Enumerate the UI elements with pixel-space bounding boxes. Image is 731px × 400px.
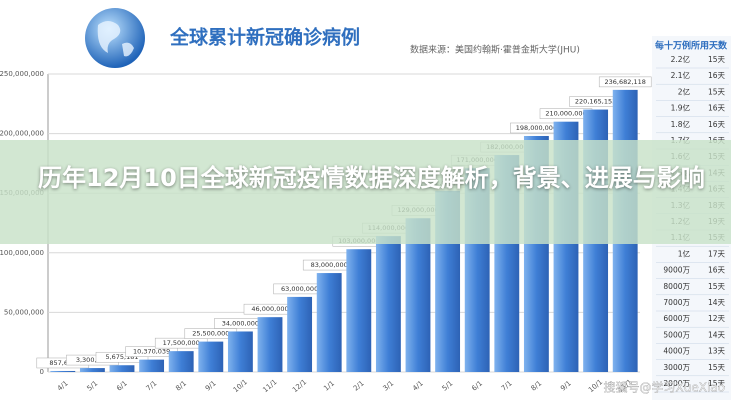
side-panel-days: 16天 bbox=[708, 266, 726, 275]
x-tick-label: 8/1 bbox=[530, 379, 544, 392]
side-panel-level: 9000万 bbox=[663, 266, 690, 275]
watermark: 搜狐号@学习XueXiao bbox=[604, 380, 725, 395]
x-tick-label: 3/1 bbox=[382, 379, 396, 392]
x-tick-label: 8/1 bbox=[174, 379, 188, 392]
side-panel-level: 2.2亿 bbox=[671, 54, 691, 64]
side-panel-level: 8000万 bbox=[663, 282, 690, 291]
bar bbox=[168, 351, 194, 372]
bar bbox=[50, 370, 76, 372]
side-panel-days: 15天 bbox=[708, 87, 726, 96]
value-label: 46,000,000 bbox=[251, 305, 288, 313]
x-tick-label: 4/1 bbox=[56, 379, 70, 392]
globe-land bbox=[97, 21, 134, 57]
side-panel-level: 2亿 bbox=[678, 86, 691, 96]
value-label-box bbox=[95, 351, 149, 363]
value-label: 198,000,000 bbox=[516, 124, 557, 132]
side-panel-days: 14天 bbox=[708, 330, 726, 339]
x-tick-label: 12/1 bbox=[291, 378, 308, 394]
y-tick-label: 100,000,000 bbox=[0, 249, 44, 257]
y-tick-label: 200,000,000 bbox=[0, 130, 44, 138]
side-panel-level: 2000万 bbox=[663, 379, 690, 388]
value-label-box bbox=[598, 76, 652, 88]
side-panel-level: 1.8亿 bbox=[671, 119, 691, 129]
value-label: 3,300,000 bbox=[76, 356, 109, 364]
bar bbox=[257, 317, 283, 372]
side-panel-title: 每十万例所用天数 bbox=[655, 40, 728, 52]
bar bbox=[287, 296, 313, 372]
side-panel-level: 1亿 bbox=[678, 248, 691, 258]
x-tick-label: 1/1 bbox=[322, 379, 336, 392]
bar bbox=[109, 365, 135, 372]
x-tick-label: 9/1 bbox=[559, 379, 573, 392]
x-tick-label: 7/1 bbox=[145, 379, 159, 392]
banner bbox=[0, 140, 731, 244]
side-panel-days: 15天 bbox=[708, 282, 726, 291]
value-label: 10,370,039 bbox=[133, 348, 170, 356]
side-panel-level: 5000万 bbox=[663, 330, 690, 339]
x-tick-label: 10/1 bbox=[587, 378, 604, 394]
side-panel-level: 4000万 bbox=[663, 347, 690, 356]
side-panel-days: 16天 bbox=[708, 104, 726, 113]
bar bbox=[227, 331, 253, 372]
side-panel-level: 3000万 bbox=[663, 363, 690, 372]
value-label: 5,675,181 bbox=[105, 353, 138, 361]
x-tick-label: 6/1 bbox=[470, 379, 484, 392]
side-panel-days: 12天 bbox=[708, 314, 726, 323]
value-label: 857,618 bbox=[49, 359, 76, 367]
side-panel-days: 15天 bbox=[708, 363, 726, 372]
bar bbox=[375, 236, 401, 372]
side-panel-level: 2.1亿 bbox=[671, 70, 691, 80]
bar bbox=[79, 368, 105, 372]
side-panel-days: 15天 bbox=[708, 379, 726, 388]
side-panel-days: 14天 bbox=[708, 298, 726, 307]
value-label: 17,500,000 bbox=[163, 339, 200, 347]
bar bbox=[139, 359, 165, 372]
y-tick-label: 250,000,000 bbox=[0, 70, 44, 78]
value-label: 34,000,000 bbox=[222, 319, 259, 327]
bar bbox=[316, 273, 342, 372]
side-panel-level: 6000万 bbox=[663, 314, 690, 323]
x-tick-label: 2/1 bbox=[352, 379, 366, 392]
chart-title: 全球累计新冠确诊病例 bbox=[169, 26, 360, 49]
side-panel-days: 13天 bbox=[708, 347, 726, 356]
x-tick-label: 7/1 bbox=[500, 379, 514, 392]
value-label: 210,000,000 bbox=[545, 110, 586, 118]
x-tick-label: 6/1 bbox=[115, 379, 129, 392]
x-tick-label: 4/1 bbox=[411, 379, 425, 392]
headline: 历年12月10日全球新冠疫情数据深度解析，背景、进展与影响 bbox=[38, 164, 705, 192]
y-tick-label: 0 bbox=[40, 368, 44, 376]
value-label: 236,682,118 bbox=[605, 78, 646, 86]
value-label: 220,165,153 bbox=[575, 98, 616, 106]
chart-subtitle: 数据来源：美国约翰斯·霍普金斯大学(JHU) bbox=[410, 44, 580, 56]
x-tick-label: 9/1 bbox=[204, 379, 218, 392]
x-tick-label: 11/1 bbox=[261, 378, 278, 394]
x-tick-label: 10/1 bbox=[232, 378, 249, 394]
value-label: 63,000,000 bbox=[281, 285, 318, 293]
x-tick-label: 5/1 bbox=[441, 379, 455, 392]
side-panel-days: 16天 bbox=[708, 120, 726, 129]
side-panel-days: 17天 bbox=[708, 249, 726, 258]
side-panel-days: 16天 bbox=[708, 71, 726, 80]
y-tick-label: 50,000,000 bbox=[4, 308, 44, 316]
side-panel-level: 7000万 bbox=[663, 298, 690, 307]
value-label: 83,000,000 bbox=[311, 261, 348, 269]
side-panel-level: 1.9亿 bbox=[671, 103, 691, 113]
side-panel-days: 15天 bbox=[708, 55, 726, 64]
bar bbox=[198, 341, 224, 372]
bar bbox=[346, 249, 372, 372]
x-tick-label: 5/1 bbox=[86, 379, 100, 392]
value-label: 25,500,000 bbox=[192, 330, 229, 338]
